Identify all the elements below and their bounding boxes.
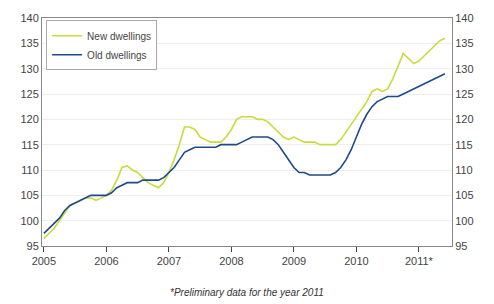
svg-text:110: 110: [455, 164, 473, 176]
svg-text:Old dwellings: Old dwellings: [87, 50, 146, 61]
svg-text:120: 120: [20, 113, 38, 125]
svg-text:115: 115: [455, 139, 473, 151]
svg-text:2008: 2008: [219, 255, 243, 267]
svg-text:2005: 2005: [32, 255, 56, 267]
svg-text:110: 110: [21, 164, 39, 176]
svg-text:100: 100: [455, 215, 473, 227]
svg-text:2006: 2006: [94, 255, 118, 267]
svg-text:130: 130: [20, 63, 38, 75]
svg-text:95: 95: [455, 240, 467, 252]
svg-text:100: 100: [20, 215, 38, 227]
svg-text:135: 135: [455, 37, 473, 49]
svg-text:130: 130: [455, 63, 473, 75]
svg-text:95: 95: [27, 240, 39, 252]
svg-text:105: 105: [20, 189, 38, 201]
svg-text:135: 135: [20, 37, 38, 49]
svg-text:125: 125: [20, 88, 38, 100]
svg-text:125: 125: [455, 88, 473, 100]
svg-text:115: 115: [21, 139, 39, 151]
svg-text:140: 140: [455, 12, 473, 24]
svg-text:2011*: 2011*: [405, 255, 434, 267]
svg-text:120: 120: [455, 113, 473, 125]
svg-text:2007: 2007: [157, 255, 181, 267]
svg-text:2009: 2009: [282, 255, 306, 267]
svg-text:*Preliminary data for the year: *Preliminary data for the year 2011: [170, 287, 324, 298]
svg-text:140: 140: [20, 12, 38, 24]
svg-text:New dwellings: New dwellings: [87, 31, 151, 42]
svg-text:2010: 2010: [344, 255, 368, 267]
svg-text:105: 105: [455, 189, 473, 201]
